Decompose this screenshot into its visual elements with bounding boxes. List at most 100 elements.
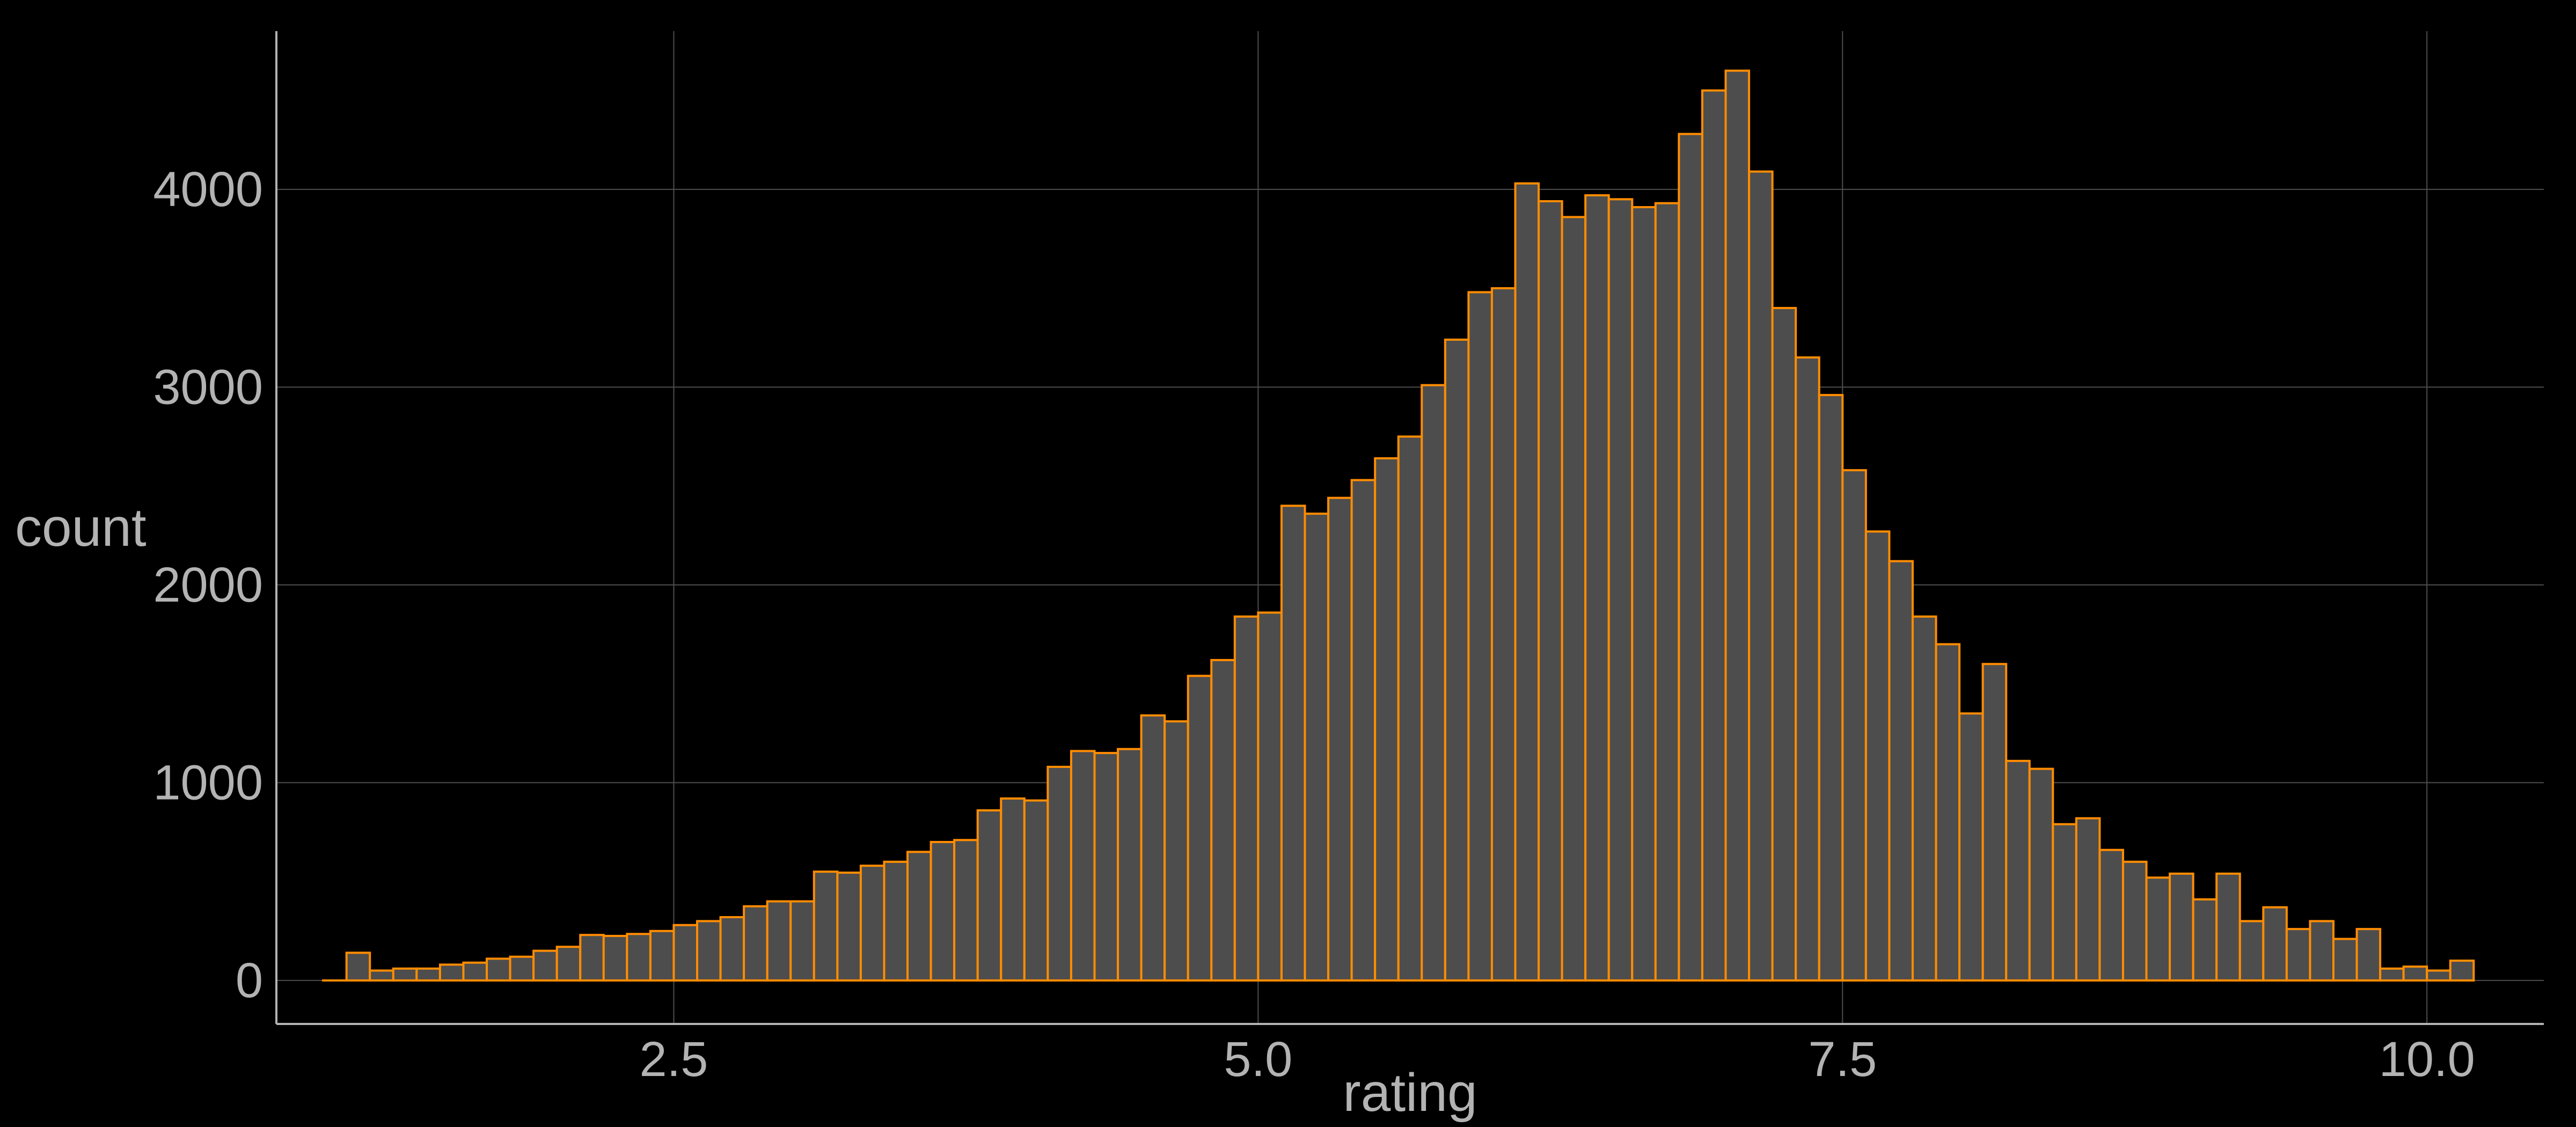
histogram-bar xyxy=(719,916,745,982)
histogram-bar xyxy=(369,969,394,982)
histogram-bar xyxy=(1538,200,1563,982)
histogram-bar xyxy=(2121,860,2148,982)
histogram-bar xyxy=(836,872,862,982)
histogram-bar xyxy=(2355,928,2382,982)
histogram-bar xyxy=(1818,394,1844,982)
x-axis-title: rating xyxy=(1343,1063,1477,1123)
histogram-bar xyxy=(1911,615,1937,982)
x-tick-label: 7.5 xyxy=(1808,1032,1877,1087)
histogram-bar xyxy=(2238,920,2265,982)
histogram-bar xyxy=(1444,338,1470,982)
y-axis-title: count xyxy=(15,497,147,558)
histogram-bar xyxy=(1771,306,1797,982)
histogram-bar xyxy=(438,963,465,982)
histogram-bar xyxy=(1140,714,1166,982)
histogram-bar xyxy=(1888,560,1914,982)
histogram-bar xyxy=(2028,767,2054,982)
histogram-bar xyxy=(789,900,815,982)
histogram-bar xyxy=(2192,898,2218,982)
histogram-bar xyxy=(1070,750,1096,982)
histogram-bar xyxy=(2426,969,2451,982)
histogram-bar xyxy=(2052,823,2077,982)
histogram-bar xyxy=(1280,504,1306,982)
y-tick-label: 3000 xyxy=(153,360,263,414)
histogram-bar xyxy=(345,952,371,982)
histogram-bar xyxy=(1023,799,1049,982)
histogram-bar xyxy=(906,851,932,982)
histogram-bar xyxy=(813,870,839,982)
axes xyxy=(275,31,2544,1025)
histogram-bar xyxy=(1607,198,1634,982)
histogram-bar xyxy=(1584,194,1610,982)
y-tick-label: 2000 xyxy=(153,558,263,612)
histogram-bar xyxy=(1374,457,1400,982)
y-tick-label: 1000 xyxy=(153,755,263,810)
x-tick-label: 2.5 xyxy=(640,1032,708,1087)
histogram-bars xyxy=(322,69,2475,982)
histogram-bar xyxy=(555,946,582,982)
histogram-bar xyxy=(1864,530,1891,982)
y-tick-label: 0 xyxy=(236,953,263,1008)
histogram-bar xyxy=(579,934,605,982)
histogram-bar xyxy=(859,865,885,982)
histogram-bar xyxy=(766,900,792,982)
histogram-bar xyxy=(1327,496,1353,982)
histogram-bar xyxy=(2379,967,2405,982)
histogram-bar xyxy=(1397,435,1423,982)
histogram-bar xyxy=(2098,848,2124,982)
histogram-bar xyxy=(1958,712,1984,982)
x-tick-label: 10.0 xyxy=(2379,1032,2475,1087)
histogram-bar xyxy=(2262,906,2288,982)
histogram-bar xyxy=(2332,938,2358,982)
histogram-bar xyxy=(743,905,769,982)
histogram-bar xyxy=(602,935,628,982)
histogram-bar xyxy=(626,933,652,982)
histogram-bar xyxy=(930,840,956,982)
histogram-bar xyxy=(1490,287,1517,982)
histogram-bar xyxy=(1654,202,1680,982)
histogram-bar xyxy=(1233,615,1260,982)
histogram-bar xyxy=(1046,765,1072,982)
histogram-bar xyxy=(649,930,675,982)
histogram-bar xyxy=(1631,206,1657,982)
histogram-bar xyxy=(1841,469,1867,982)
histogram-bar xyxy=(1163,720,1189,982)
histogram-bar xyxy=(486,957,511,982)
histogram-bar xyxy=(1678,133,1703,982)
histogram-bar xyxy=(1467,291,1493,982)
histogram-bar xyxy=(2309,920,2334,982)
histogram-bar xyxy=(2285,928,2311,982)
histogram-bar xyxy=(1981,663,2008,982)
histogram-bar xyxy=(976,809,1002,982)
histogram-bar xyxy=(2449,960,2475,982)
histogram-bar xyxy=(2215,872,2241,982)
histogram-bar xyxy=(392,967,418,982)
histogram-bar xyxy=(462,961,488,982)
histogram-bar xyxy=(672,924,699,982)
histogram-bar xyxy=(1093,752,1119,982)
histogram-bar xyxy=(1000,797,1026,982)
histogram-bar xyxy=(1117,748,1143,982)
histogram-bar xyxy=(2402,965,2428,982)
histogram-bar xyxy=(1748,170,1774,982)
histogram-bar xyxy=(1935,643,1961,982)
tick-labels: 2.5 5.0 7.5 10.0 0 1000 2000 3000 4000 xyxy=(153,162,2475,1087)
histogram-bar xyxy=(1304,513,1330,982)
histogram-bar xyxy=(2145,876,2171,982)
histogram-bar xyxy=(1701,89,1727,982)
x-tick-label: 5.0 xyxy=(1224,1032,1292,1087)
histogram-bar xyxy=(883,860,909,982)
histogram-bar xyxy=(1257,611,1283,982)
histogram-bar xyxy=(1210,658,1236,982)
histogram-bar xyxy=(696,920,722,982)
histogram-bar xyxy=(415,967,441,982)
histogram-bar xyxy=(1795,356,1820,982)
histogram-bar xyxy=(1561,216,1587,982)
histogram-bar xyxy=(1724,69,1751,982)
histogram-bar xyxy=(1187,675,1213,982)
histogram-bar xyxy=(1421,384,1446,982)
histogram-bar xyxy=(2075,817,2101,982)
histogram-bar xyxy=(532,949,558,982)
histogram-bar xyxy=(2005,759,2031,982)
